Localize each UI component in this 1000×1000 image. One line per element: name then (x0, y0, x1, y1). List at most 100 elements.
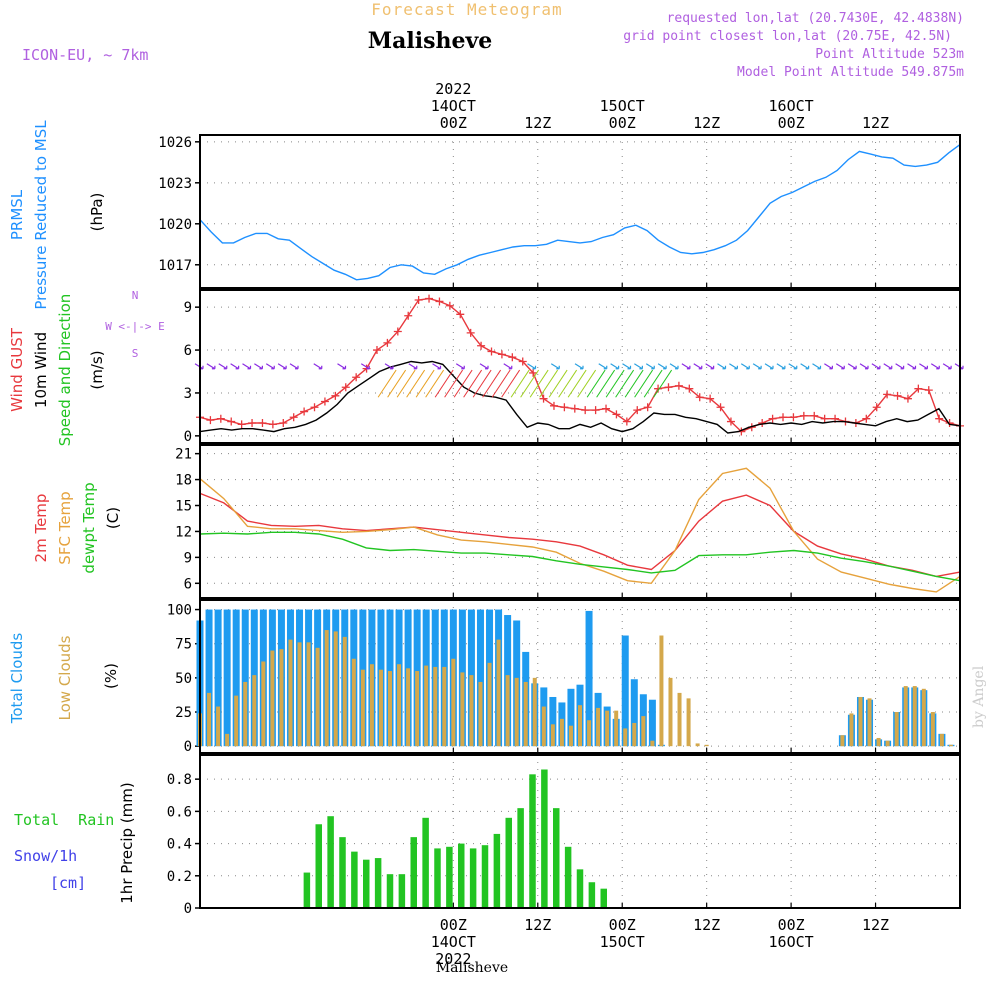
low-clouds-bar (342, 636, 347, 747)
time-label-bottom: 2022 (435, 950, 471, 968)
low-clouds-bar (903, 686, 908, 747)
wind-arrow (930, 363, 940, 370)
wind-arrow (503, 363, 513, 370)
gust-point (445, 301, 454, 310)
total-clouds-bar (476, 609, 484, 747)
low-clouds-bar (623, 728, 628, 747)
gust-point (237, 420, 246, 429)
total-rain-bar (410, 837, 417, 908)
panel-0: 1017 1020 1023 1026 (158, 134, 961, 289)
pressure-label-line1: PRMSL (8, 189, 26, 240)
gust-point (425, 294, 434, 303)
gust-point (279, 418, 288, 427)
gust-point (633, 406, 642, 415)
wind-arrow (634, 363, 643, 370)
gust-point (206, 416, 215, 425)
gust-point (893, 391, 902, 400)
wind-speed-hatch (520, 369, 540, 398)
wind-arrow (645, 363, 655, 370)
wind-speed-hatch (596, 369, 616, 398)
time-label-bottom: 14OCT (431, 933, 476, 951)
wind-arrow (598, 363, 608, 370)
low-clouds-bar (632, 722, 637, 747)
total-rain-bar (458, 843, 465, 908)
pressure-unit: (hPa) (88, 193, 106, 232)
wind-speed-hatch (472, 369, 492, 398)
wind-arrow (289, 363, 299, 370)
point-altitude: Point Altitude 523m (815, 47, 964, 62)
low-clouds-bar (306, 642, 311, 747)
total-rain-bar (529, 774, 536, 908)
wind-speed-hatch (463, 369, 483, 398)
gust-point (674, 381, 683, 390)
low-clouds-bar (668, 677, 673, 747)
wind-speed-hatch (396, 369, 416, 398)
time-label-top: 15OCT (600, 97, 645, 115)
wind-arrow (859, 363, 869, 370)
total-rain-bar (576, 869, 584, 908)
gust-point (310, 403, 319, 412)
legend-snow: Snow/1h (14, 847, 77, 865)
wind-arrow (835, 363, 845, 370)
gust-point (643, 403, 652, 412)
low-clouds-bar (496, 639, 501, 747)
gust-point (383, 338, 392, 347)
total-clouds-bar (621, 635, 629, 747)
gust-point (622, 417, 631, 426)
total-rain-bar (505, 817, 512, 908)
gust-point (477, 341, 486, 350)
gust-point (591, 406, 600, 415)
total-rain-bar (517, 808, 524, 908)
low-clouds-bar (351, 658, 356, 747)
gust-point (903, 394, 912, 403)
y-tick-label: 18 (175, 473, 192, 489)
wind-arrow (622, 363, 632, 370)
temp2m-label: 2m Temp (32, 494, 50, 563)
wind-arrow (788, 363, 798, 370)
time-label-bottom: 12Z (862, 916, 889, 934)
wind-speed-hatch (605, 369, 625, 398)
wind-speed-hatch (406, 369, 426, 398)
compass-north: N (132, 289, 139, 302)
y-tick-label: 6 (184, 576, 192, 592)
wind-unit: (m/s) (88, 350, 106, 389)
y-tick-label: 0 (184, 901, 192, 917)
y-tick-label: 0 (184, 429, 192, 445)
total-clouds-bar (232, 609, 240, 747)
y-tick-label: 12 (175, 524, 192, 540)
y-tick-label: 0 (184, 739, 192, 755)
total-rain-bar (327, 816, 334, 908)
low-clouds-bar (948, 744, 953, 747)
time-label-top: 00Z (440, 114, 467, 132)
wind-speed-hatch (529, 369, 549, 398)
credit-label: by Angel (971, 665, 987, 728)
low-clouds-bar (397, 664, 402, 747)
wind-speed-hatch (425, 369, 445, 398)
wind-arrow (550, 363, 560, 370)
wind-label: 10m Wind (32, 332, 50, 408)
low-clouds-bar (261, 661, 266, 747)
gust-point (570, 404, 579, 413)
series-line-2m-temp (199, 492, 961, 578)
y-tick-label: 0.4 (167, 837, 192, 853)
wind-arrow (230, 363, 240, 370)
gust-point (435, 297, 444, 306)
wind-speed-hatch (434, 369, 454, 398)
panel-2: 6 9 12 15 18 21 (175, 444, 961, 599)
low-clouds-bar (550, 724, 555, 747)
time-label-bottom: 00Z (609, 916, 636, 934)
low-clouds-bar (876, 737, 881, 747)
wind-arrow (360, 363, 370, 370)
panel-frame (199, 754, 961, 909)
wind-arrow (254, 363, 263, 370)
low-clouds-bar (243, 681, 248, 747)
panel-4: 0 0.2 0.4 0.6 0.8 (167, 754, 961, 917)
wind-arrow (455, 363, 465, 370)
wind-arrow (669, 363, 679, 370)
gust-point (539, 394, 548, 403)
low-clouds-bar (514, 677, 519, 747)
gust-point (799, 411, 808, 420)
low-clouds-bar (460, 672, 465, 747)
gust-point (945, 418, 954, 427)
